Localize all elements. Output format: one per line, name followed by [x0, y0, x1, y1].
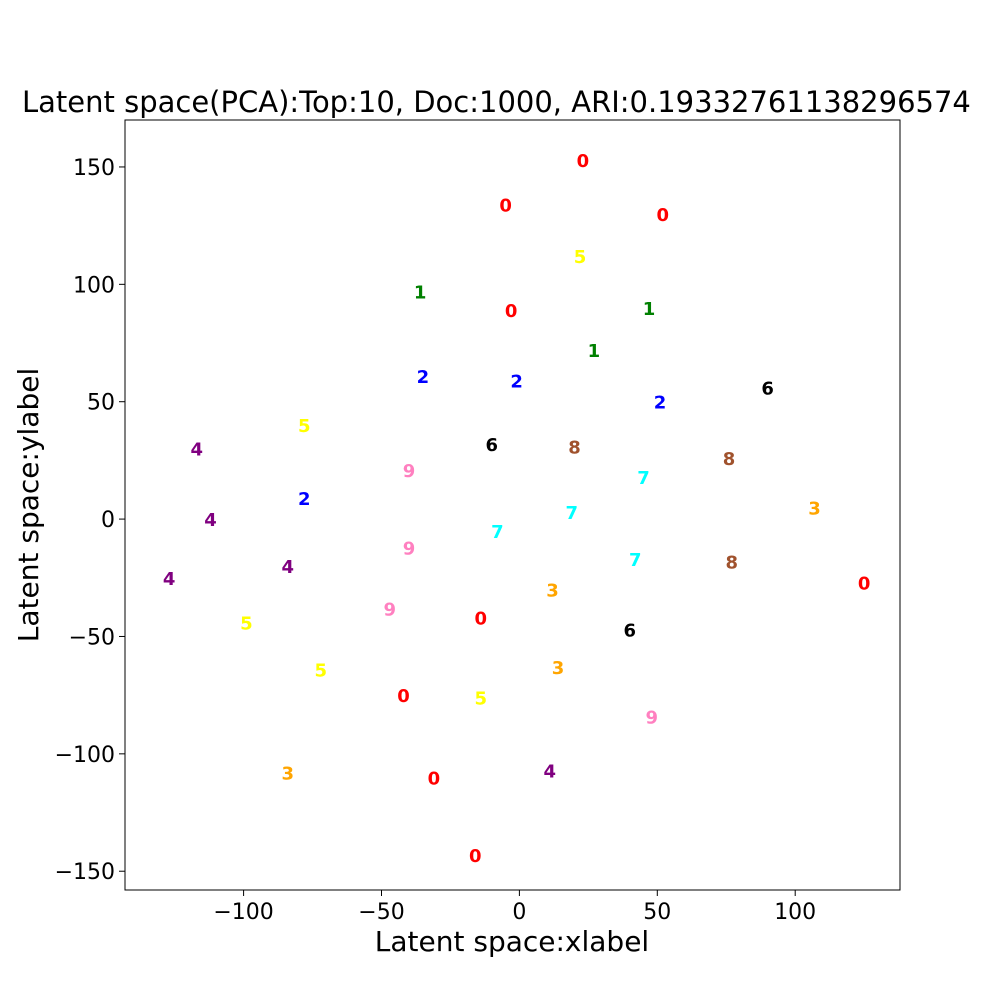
data-point-label-8: 8	[723, 449, 736, 470]
chart-title: Latent space(PCA):Top:10, Doc:1000, ARI:…	[22, 85, 971, 119]
y-tick-label: 0	[101, 508, 115, 533]
data-point-label-9: 9	[403, 461, 416, 482]
data-point-label-0: 0	[657, 205, 670, 226]
data-point-label-9: 9	[646, 707, 659, 728]
data-point-label-2: 2	[510, 372, 523, 393]
data-point-label-3: 3	[546, 581, 559, 602]
data-point-label-3: 3	[552, 658, 565, 679]
x-axis-label: Latent space:xlabel	[375, 925, 649, 958]
data-point-label-7: 7	[566, 503, 579, 524]
data-point-label-7: 7	[629, 550, 642, 571]
data-point-label-5: 5	[298, 416, 311, 437]
data-point-label-6: 6	[623, 620, 636, 641]
data-point-label-2: 2	[417, 367, 430, 388]
data-point-label-2: 2	[654, 393, 667, 414]
data-point-label-4: 4	[204, 510, 217, 531]
data-point-label-0: 0	[469, 846, 482, 867]
data-point-label-5: 5	[574, 247, 587, 268]
data-point-label-0: 0	[577, 151, 590, 172]
data-point-label-0: 0	[499, 196, 512, 217]
data-point-label-8: 8	[568, 437, 581, 458]
data-point-label-7: 7	[637, 468, 650, 489]
y-tick-label: 150	[73, 156, 115, 181]
data-point-label-8: 8	[725, 552, 738, 573]
data-point-label-4: 4	[190, 440, 203, 461]
x-axis-ticks: −100 −50 0 50 100	[213, 890, 816, 925]
data-point-label-1: 1	[414, 282, 427, 303]
x-tick-label: 50	[643, 900, 671, 925]
plot-frame	[124, 119, 901, 891]
y-tick-label: 100	[73, 273, 115, 298]
y-tick-label: 50	[87, 391, 115, 416]
y-tick-label: −150	[55, 860, 115, 885]
data-point-label-4: 4	[281, 557, 294, 578]
data-point-label-7: 7	[491, 522, 504, 543]
x-tick-label: 100	[774, 900, 816, 925]
y-axis-label: Latent space:ylabel	[12, 368, 45, 642]
data-point-label-3: 3	[281, 764, 294, 785]
data-point-label-5: 5	[475, 689, 488, 710]
data-point-label-0: 0	[475, 609, 488, 630]
data-point-label-3: 3	[808, 498, 821, 519]
y-axis-ticks: −150 −100 −50 0 50 100 150	[55, 156, 125, 885]
data-point-label-6: 6	[761, 379, 774, 400]
x-tick-label: −50	[358, 900, 404, 925]
data-point-label-5: 5	[240, 613, 253, 634]
data-point-label-5: 5	[315, 660, 328, 681]
y-tick-label: −100	[55, 743, 115, 768]
data-point-label-0: 0	[505, 301, 518, 322]
data-point-label-4: 4	[543, 761, 556, 782]
y-tick-label: −50	[69, 625, 115, 650]
data-point-label-0: 0	[858, 573, 871, 594]
data-point-label-0: 0	[397, 686, 410, 707]
data-point-label-4: 4	[163, 569, 176, 590]
data-point-label-1: 1	[643, 299, 656, 320]
x-tick-label: −100	[213, 900, 273, 925]
data-point-label-9: 9	[384, 599, 397, 620]
data-point-label-0: 0	[428, 768, 441, 789]
data-point-label-1: 1	[588, 341, 601, 362]
data-point-label-2: 2	[298, 489, 311, 510]
data-point-label-9: 9	[403, 538, 416, 559]
data-point-label-6: 6	[486, 435, 499, 456]
x-tick-label: 0	[512, 900, 526, 925]
